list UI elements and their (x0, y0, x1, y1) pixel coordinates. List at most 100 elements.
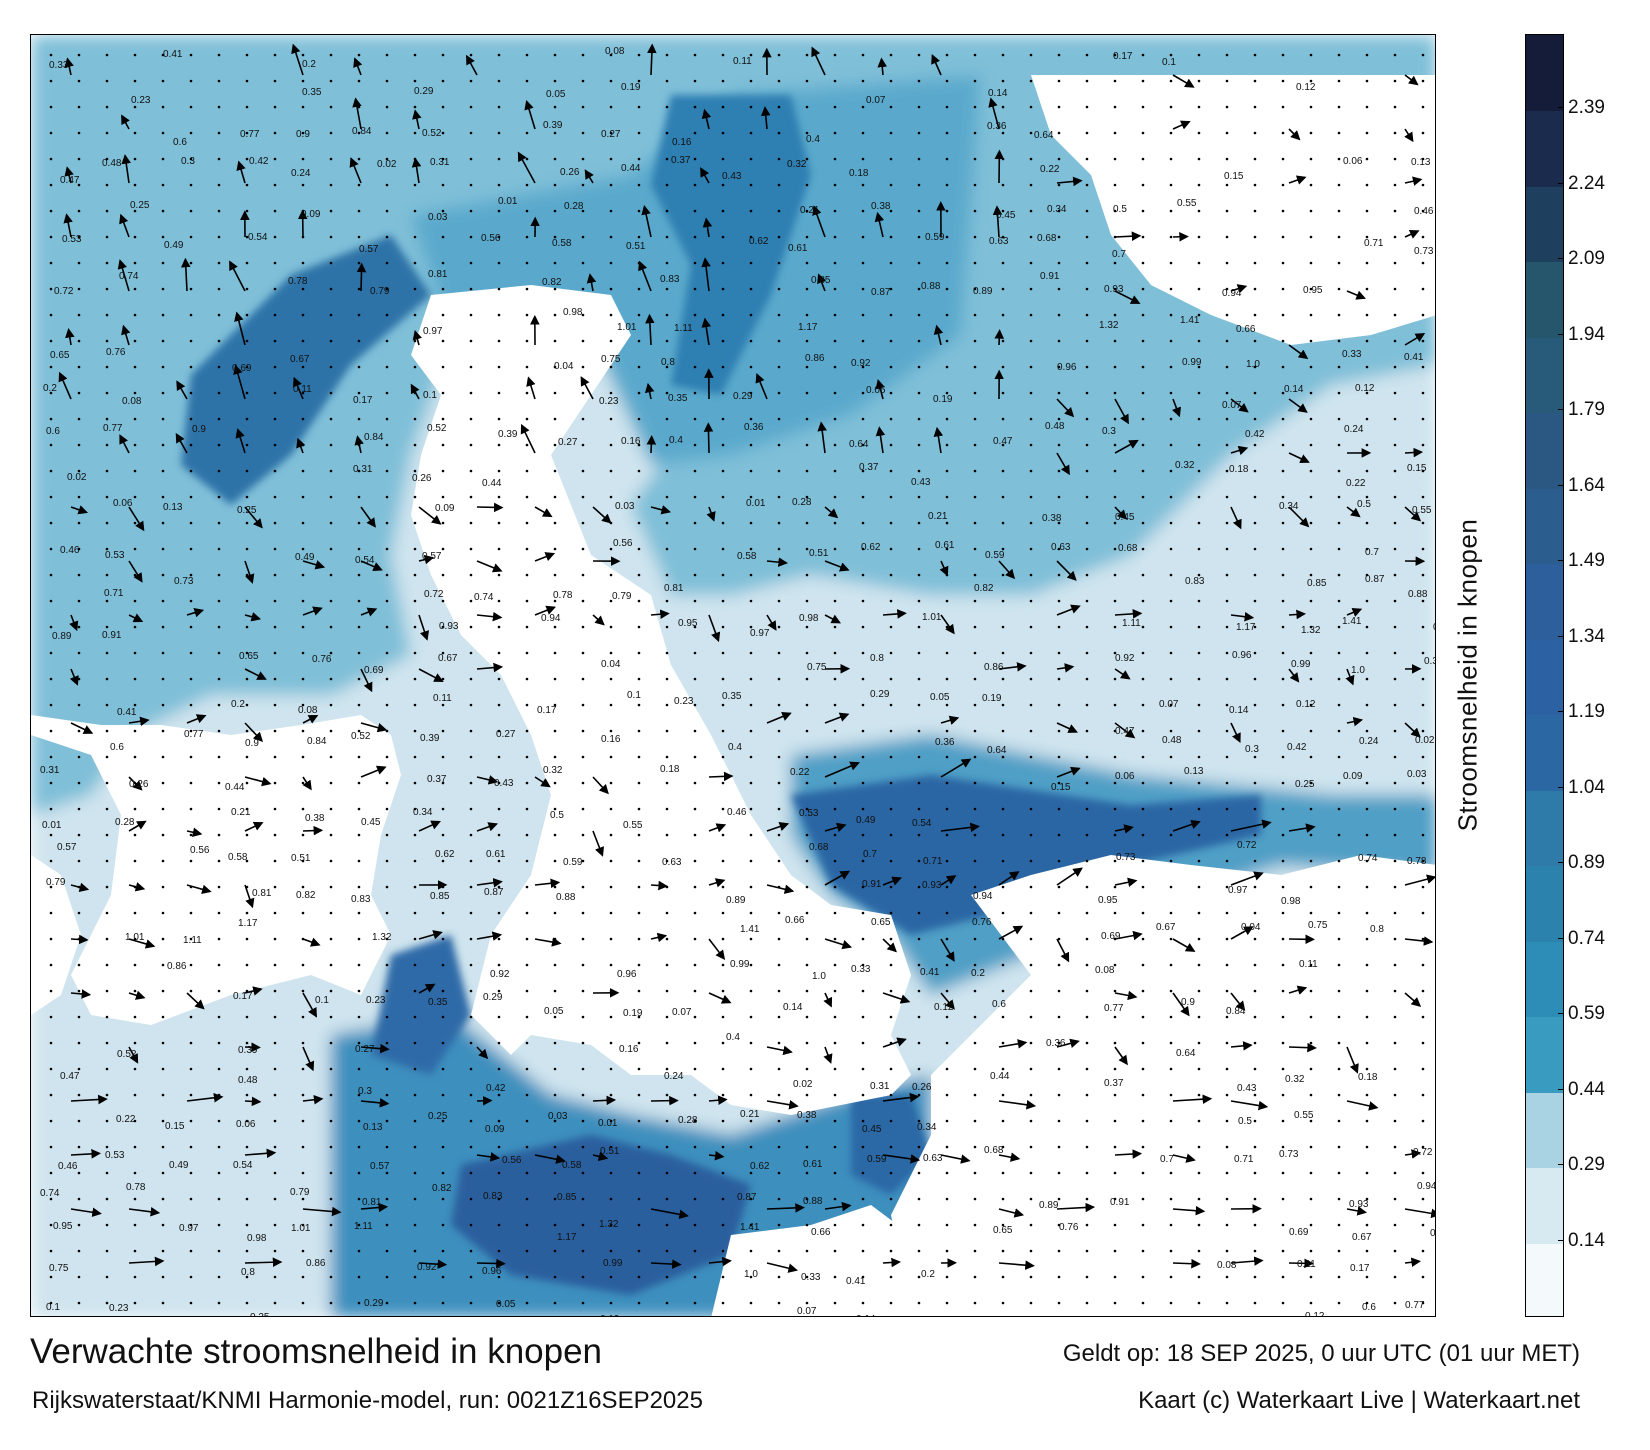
grid-dot (637, 157, 641, 161)
grid-dot (1085, 79, 1089, 83)
grid-dot (609, 261, 613, 265)
grid-dot (1085, 781, 1089, 785)
speed-value-label: 0.8 (241, 1267, 255, 1278)
speed-value-label: 0.29 (483, 992, 503, 1003)
grid-dot (385, 573, 389, 577)
grid-dot (105, 521, 109, 525)
grid-dot (1141, 1119, 1145, 1123)
grid-dot (637, 1249, 641, 1253)
speed-value-label: 0.75 (601, 354, 621, 365)
colorbar-tick-mark (1558, 937, 1564, 939)
grid-dot (301, 1301, 305, 1305)
grid-dot (77, 157, 81, 161)
grid-dot (917, 209, 921, 213)
grid-dot (973, 365, 977, 369)
grid-dot (189, 703, 193, 707)
landmass-northeast (1031, 75, 1435, 345)
grid-dot (1225, 1275, 1229, 1279)
grid-dot (1001, 547, 1005, 551)
grid-dot (889, 521, 893, 525)
grid-dot (581, 1041, 585, 1045)
grid-dot (105, 599, 109, 603)
current-arrow (940, 992, 955, 1010)
grid-dot (945, 469, 949, 473)
grid-dot (1365, 443, 1369, 447)
speed-value-label: 0.95 (1303, 285, 1323, 296)
grid-dot (1197, 1145, 1201, 1149)
grid-dot (581, 105, 585, 109)
grid-dot (329, 1223, 333, 1227)
grid-dot (1197, 573, 1201, 577)
grid-dot (497, 1041, 501, 1045)
grid-dot (1085, 287, 1089, 291)
grid-dot (693, 677, 697, 681)
grid-dot (385, 53, 389, 57)
grid-dot (1393, 79, 1397, 83)
grid-dot (805, 183, 809, 187)
grid-dot (889, 703, 893, 707)
grid-dot (161, 183, 165, 187)
grid-dot (133, 443, 137, 447)
grid-dot (889, 885, 893, 889)
grid-dot (1281, 417, 1285, 421)
grid-dot (1169, 521, 1173, 525)
current-arrow (70, 934, 89, 945)
grid-dot (1421, 339, 1425, 343)
grid-dot (1113, 105, 1117, 109)
grid-dot (665, 599, 669, 603)
grid-dot (553, 1197, 557, 1201)
grid-dot (497, 1015, 501, 1019)
grid-dot (245, 1119, 249, 1123)
value-labels: 0.330.410.20.080.11 0.170.10.230.35 0.29 0.… (40, 46, 1435, 1316)
grid-dot (749, 391, 753, 395)
grid-dot (497, 183, 501, 187)
current-arrow (940, 1154, 971, 1164)
speed-value-label: 0.8 (1370, 924, 1384, 935)
grid-dot (805, 261, 809, 265)
grid-dot (805, 1197, 809, 1201)
colorbar-tick-mark (1558, 560, 1564, 562)
grid-dot (1029, 469, 1033, 473)
grid-dot (693, 1067, 697, 1071)
grid-dot (385, 1249, 389, 1253)
grid-dot (749, 287, 753, 291)
grid-dot (581, 937, 585, 941)
speed-value-label: 0.55 (1294, 1110, 1314, 1121)
grid-dot (637, 859, 641, 863)
speed-value-label: 0.19 (933, 394, 953, 405)
grid-dot (1057, 235, 1061, 239)
current-arrow (476, 1046, 489, 1060)
grid-dot (553, 729, 557, 733)
grid-dot (385, 105, 389, 109)
grid-dot (189, 339, 193, 343)
grid-dot (1281, 625, 1285, 629)
grid-dot (1253, 989, 1257, 993)
grid-dot (973, 1119, 977, 1123)
speed-value-label: 0.73 (1414, 246, 1434, 257)
grid-dot (861, 989, 865, 993)
speed-value-label: 0.92 (417, 1262, 437, 1273)
grid-dot (1225, 547, 1229, 551)
grid-dot (581, 53, 585, 57)
grid-dot (497, 547, 501, 551)
grid-dot (301, 391, 305, 395)
colorbar-segment (1526, 1091, 1563, 1169)
grid-dot (385, 703, 389, 707)
grid-dot (581, 1119, 585, 1123)
grid-dot (889, 625, 893, 629)
speed-value-label: 1.01 (922, 612, 942, 623)
current-arrow (1404, 229, 1420, 239)
grid-dot (469, 131, 473, 135)
grid-dot (581, 1171, 585, 1175)
grid-dot (777, 53, 781, 57)
grid-dot (245, 235, 249, 239)
grid-dot (1141, 1223, 1145, 1227)
grid-dot (1141, 521, 1145, 525)
grid-dot (1421, 729, 1425, 733)
grid-dot (189, 1301, 193, 1305)
grid-dot (1421, 495, 1425, 499)
current-arrow (121, 114, 130, 130)
grid-dot (973, 1301, 977, 1305)
grid-dot (525, 157, 529, 161)
current-arrow (882, 1037, 907, 1048)
